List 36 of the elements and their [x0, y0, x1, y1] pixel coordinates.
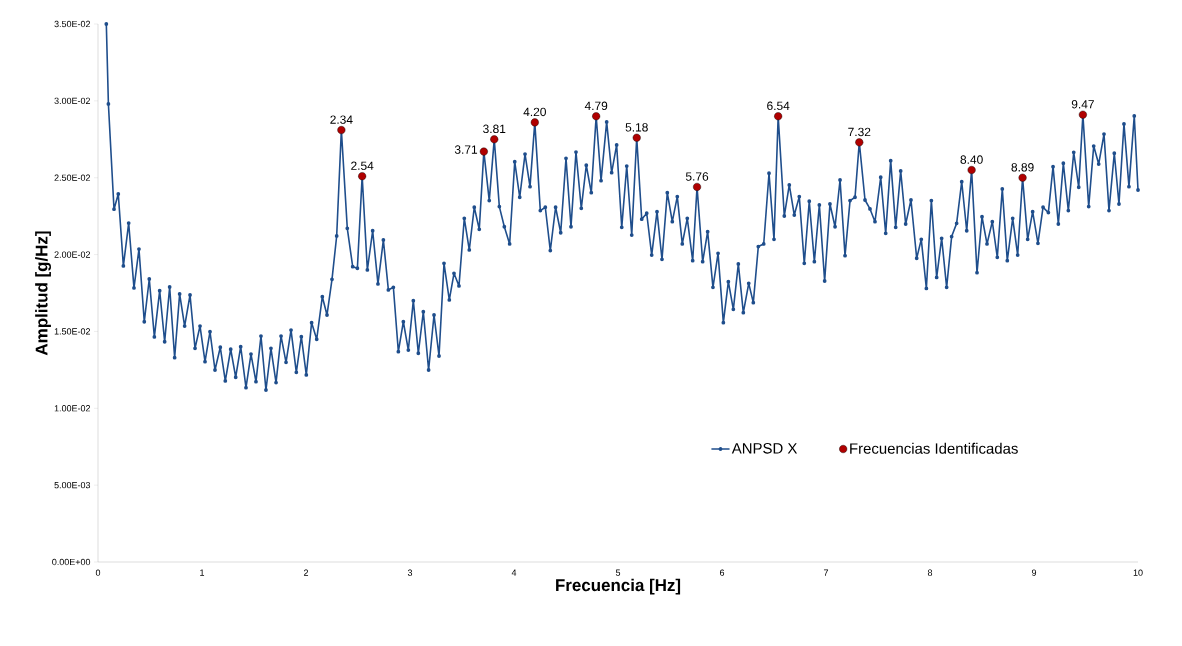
annotation: 2.34 [330, 115, 353, 124]
y-tick-label: 1.00E-02 [54, 405, 91, 412]
x-tick-label: 5 [615, 569, 621, 576]
x-tick-label: 4 [511, 569, 517, 576]
x-tick-label: 9 [1031, 569, 1037, 576]
annotation: 2.54 [351, 161, 374, 170]
annotation: 3.71 [454, 145, 478, 154]
x-tick-label: 0 [95, 569, 101, 576]
x-axis-title: Frecuencia [Hz] [556, 578, 681, 595]
x-tick-label: 10 [1133, 569, 1143, 576]
annotation: 6.54 [767, 101, 790, 111]
y-axis-title: Amplitud [g/Hz] [35, 231, 51, 356]
y-tick-label: 2.50E-02 [54, 174, 91, 181]
annotation: 8.89 [1011, 163, 1034, 172]
y-tick-label: 0.00E+00 [52, 558, 91, 566]
x-tick-label: 7 [823, 569, 829, 576]
legend-label: Frecuencias Identificadas [850, 442, 1018, 454]
y-tick-label: 1.50E-02 [54, 328, 91, 335]
y-tick-label: 3.50E-02 [54, 20, 91, 28]
x-tick-label: 1 [200, 569, 205, 576]
annotation: 4.79 [584, 101, 608, 111]
x-tick-label: 6 [719, 569, 725, 576]
annotation: 9.47 [1071, 100, 1094, 109]
x-tick-label: 8 [927, 569, 933, 576]
annotation: 7.32 [848, 127, 871, 137]
annotation: 5.18 [625, 123, 648, 132]
x-tick-label: 3 [407, 569, 413, 576]
annotation: 5.76 [685, 172, 709, 181]
annotation: 4.20 [523, 107, 546, 117]
legend-label: ANPSD X [731, 443, 798, 454]
y-tick-label: 3.00E-02 [54, 97, 91, 105]
y-tick-label: 2.00E-02 [54, 251, 91, 258]
y-tick-label: 5.00E-03 [54, 481, 91, 489]
annotation: 8.40 [960, 155, 983, 164]
x-tick-label: 2 [303, 569, 309, 576]
annotation: 3.81 [483, 124, 506, 134]
